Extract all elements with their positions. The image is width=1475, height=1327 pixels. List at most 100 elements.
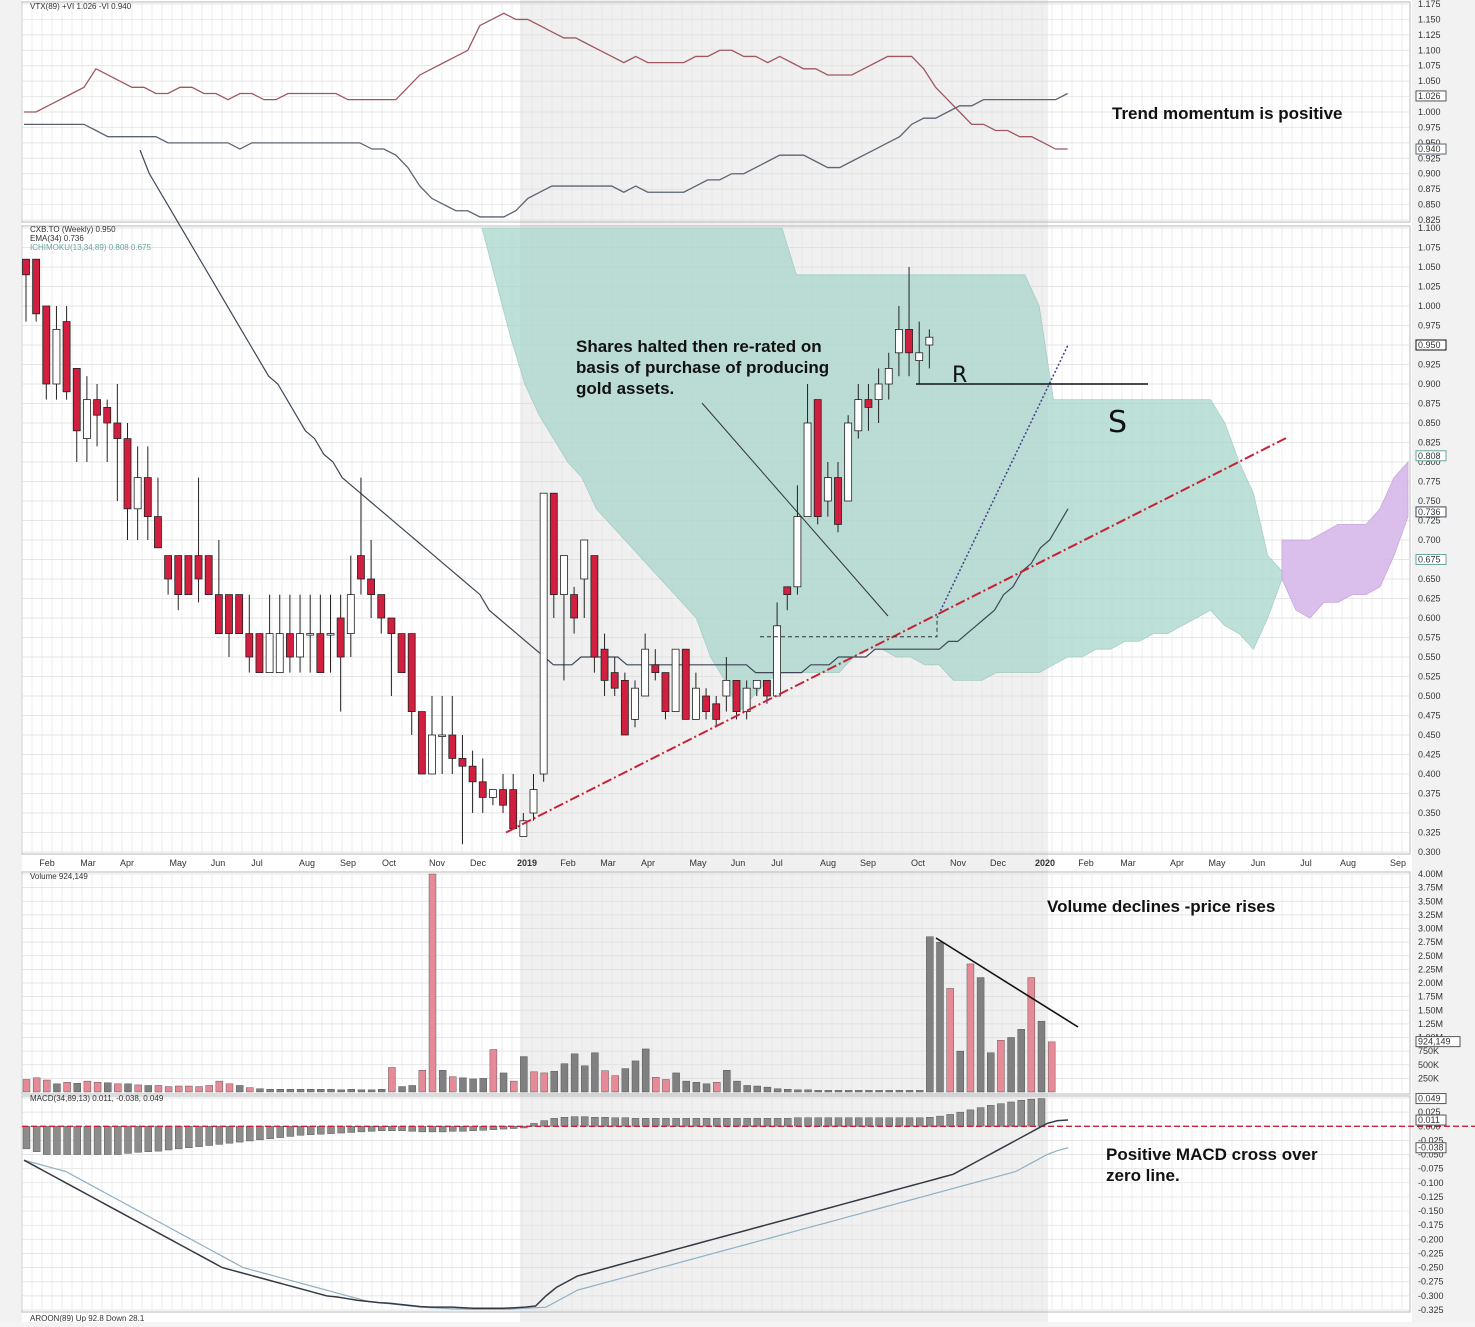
vortex-tick-label: 0.850 (1418, 200, 1441, 210)
x-axis-tick-label: Feb (1078, 858, 1094, 868)
price-tick-label: 0.600 (1418, 613, 1441, 623)
macd-tick-label: -0.200 (1418, 1234, 1444, 1244)
volume-bar (591, 1052, 599, 1093)
volume-bar (773, 1088, 782, 1093)
macd-histogram-bar (185, 1126, 193, 1148)
volume-bar (733, 1080, 741, 1093)
macd-histogram-bar (814, 1117, 822, 1127)
macd-histogram-bar (794, 1117, 802, 1127)
volume-bar (520, 1056, 528, 1093)
ichimoku-label: ICHIMOKU(13,34,89) 0.808 0.675 (30, 243, 152, 252)
halt-annotation-line-2: basis of purchase of producing (576, 358, 829, 377)
candle-up (133, 477, 142, 510)
macd-histogram-bar (93, 1126, 102, 1155)
vortex-tick-label: 0.875 (1418, 184, 1441, 194)
price-tick-label: 1.075 (1418, 243, 1441, 253)
macd-label: MACD(34,89,13) 0.011, -0.038, 0.049 (30, 1094, 164, 1103)
candle-down (204, 555, 213, 595)
x-axis-tick-label: Jun (211, 858, 226, 868)
x-axis-tick-label: Apr (641, 858, 655, 868)
macd-histogram-bar (713, 1118, 721, 1127)
price-tick-label: 0.350 (1418, 808, 1441, 818)
macd-histogram-bar (408, 1126, 416, 1132)
macd-histogram-bar (652, 1118, 660, 1127)
volume-bar (154, 1085, 163, 1093)
plus-vi-badge-text: 1.026 (1418, 91, 1441, 101)
macd-histogram-bar (246, 1126, 254, 1142)
macd-axis-badge (1415, 1142, 1447, 1154)
macd-histogram-bar (773, 1118, 782, 1127)
macd-tick-label: -0.300 (1418, 1291, 1444, 1301)
volume-bar (22, 1079, 31, 1093)
macd-histogram-bar (154, 1126, 163, 1152)
price-axis-badge (1415, 339, 1447, 351)
price-tick-label: 1.050 (1418, 262, 1441, 272)
volume-bar (794, 1089, 802, 1093)
vortex-tick-label: 0.925 (1418, 153, 1441, 163)
x-axis-tick-label: Feb (560, 858, 576, 868)
volume-bar (550, 1071, 558, 1093)
x-axis-tick-label: Oct (911, 858, 926, 868)
x-axis-tick-label: Oct (382, 858, 397, 868)
x-axis-tick-label: Jun (731, 858, 746, 868)
macd-histogram-bar (520, 1126, 528, 1129)
candle-down (702, 695, 710, 713)
macd-histogram-bar (307, 1126, 315, 1135)
macd-histogram-bar (63, 1126, 71, 1155)
macd-histogram-bar (205, 1126, 213, 1146)
candle-down (570, 594, 578, 619)
macd-histogram-bar (550, 1118, 558, 1127)
x-axis-tick-label: Aug (1340, 858, 1356, 868)
macd-tick-label: -0.275 (1418, 1277, 1444, 1287)
candle-up (925, 336, 934, 346)
volume-bar (834, 1090, 843, 1093)
volume-bar (296, 1089, 305, 1093)
x-axis-tick-label: 2020 (1035, 858, 1055, 868)
macd-histogram-bar (449, 1126, 457, 1132)
volume-bar (286, 1089, 295, 1093)
macd-histogram-bar (32, 1126, 41, 1152)
macd-annotation-line-1: Positive MACD cross over (1106, 1145, 1318, 1164)
macd-histogram-bar (692, 1118, 701, 1127)
price-tick-label: 0.725 (1418, 516, 1441, 526)
x-axis-tick-label: Nov (429, 858, 446, 868)
plus-vi-badge (1415, 90, 1447, 102)
macd-tick-label: -0.175 (1418, 1220, 1444, 1230)
macd-histogram-bar (1027, 1098, 1036, 1127)
macd-histogram-bar (956, 1111, 964, 1127)
candle-down (813, 399, 822, 518)
volume-panel (22, 873, 1079, 1093)
price-tick-label: 0.550 (1418, 652, 1441, 662)
volume-bar (53, 1083, 61, 1093)
macd-histogram-bar (1037, 1098, 1046, 1127)
macd-histogram-bar (601, 1117, 609, 1127)
price-axis-badge (1415, 506, 1447, 518)
macd-histogram-bar (418, 1126, 427, 1133)
macd-histogram-bar (723, 1118, 731, 1127)
volume-bar (987, 1052, 995, 1093)
macd-histogram-bar (73, 1126, 81, 1155)
vortex-tick-label: 1.000 (1418, 107, 1441, 117)
axes-layer: 0.825 0.850 0.875 0.900 0.925 0.950 0.975 1.000… (39, 0, 1461, 1315)
volume-bar (428, 873, 437, 1093)
candle-down (214, 594, 223, 634)
volume-bar (317, 1089, 325, 1093)
volume-bar (124, 1083, 132, 1093)
volume-bar (185, 1085, 193, 1093)
volume-bar (997, 1040, 1005, 1093)
x-axis-tick-label: Jul (1300, 858, 1312, 868)
candle-up (275, 633, 284, 673)
price-axis-badge (1415, 450, 1447, 462)
macd-tick-label: -0.125 (1418, 1192, 1444, 1202)
candle-up (346, 594, 355, 634)
candle-up (488, 789, 497, 798)
macd-histogram-bar (43, 1126, 51, 1155)
halt-annotation-line-3: gold assets. (576, 379, 674, 398)
volume-tick-label: 3.50M (1418, 896, 1443, 906)
ichimoku-cloud-purple (1281, 460, 1409, 619)
volume-bar (916, 1090, 924, 1093)
x-axis-tick-label: May (169, 858, 187, 868)
volume-bar (824, 1090, 833, 1093)
candle-down (661, 672, 670, 712)
candle-down (174, 555, 183, 595)
